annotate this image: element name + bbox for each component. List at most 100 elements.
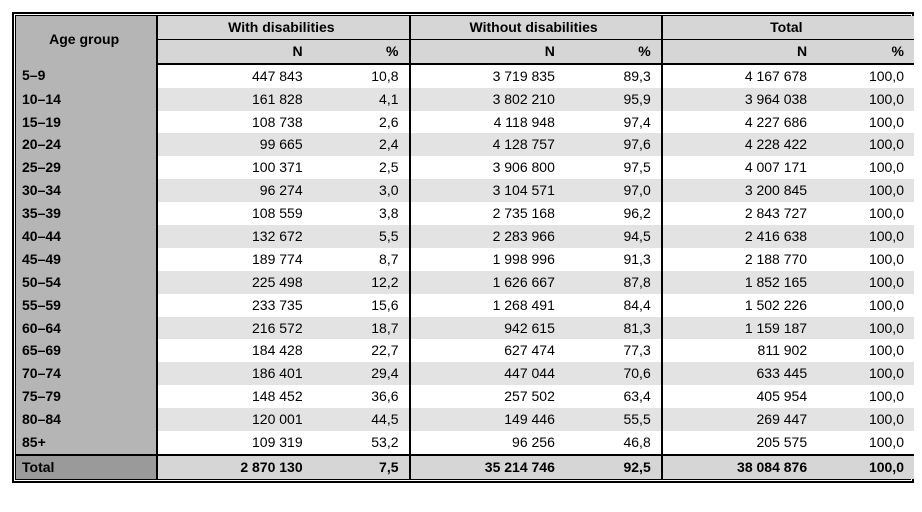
row-without-pct: 97,6 (565, 133, 662, 156)
row-label: 75–79 (16, 385, 157, 408)
row-with-pct: 3,0 (313, 179, 410, 202)
table-row: 15–19108 7382,64 118 94897,44 227 686100… (16, 111, 914, 134)
row-total-pct: 100,0 (817, 271, 914, 294)
row-total-n: 3 200 845 (662, 179, 817, 202)
row-without-n: 3 104 571 (410, 179, 565, 202)
row-with-pct: 53,2 (313, 431, 410, 455)
row-without-n: 942 615 (410, 317, 565, 340)
table-row: 80–84120 00144,5149 44655,5269 447100,0 (16, 408, 914, 431)
total-without-pct: 92,5 (565, 455, 662, 479)
row-with-pct: 18,7 (313, 317, 410, 340)
row-without-pct: 94,5 (565, 225, 662, 248)
row-without-n: 2 735 168 (410, 202, 565, 225)
total-with-n: 2 870 130 (157, 455, 312, 479)
row-label: 55–59 (16, 294, 157, 317)
row-without-pct: 55,5 (565, 408, 662, 431)
row-total-n: 3 964 038 (662, 88, 817, 111)
row-without-n: 3 906 800 (410, 156, 565, 179)
table-row: 10–14161 8284,13 802 21095,93 964 038100… (16, 88, 914, 111)
table-row: 40–44132 6725,52 283 96694,52 416 638100… (16, 225, 914, 248)
row-without-n: 627 474 (410, 339, 565, 362)
row-total-n: 4 167 678 (662, 64, 817, 88)
row-label: 70–74 (16, 362, 157, 385)
row-without-n: 4 118 948 (410, 111, 565, 134)
table-row: 5–9447 84310,83 719 83589,34 167 678100,… (16, 64, 914, 88)
row-with-n: 108 738 (157, 111, 312, 134)
header-group-total: Total (662, 16, 914, 39)
row-total-pct: 100,0 (817, 111, 914, 134)
table-row: 20–2499 6652,44 128 75797,64 228 422100,… (16, 133, 914, 156)
disability-by-age-table: Age group With disabilities Without disa… (16, 16, 914, 479)
header-total-n: N (662, 39, 817, 63)
row-total-n: 1 159 187 (662, 317, 817, 340)
table-inner-frame: Age group With disabilities Without disa… (15, 15, 911, 480)
row-with-pct: 29,4 (313, 362, 410, 385)
row-with-pct: 2,5 (313, 156, 410, 179)
row-label: 40–44 (16, 225, 157, 248)
row-without-n: 1 998 996 (410, 248, 565, 271)
row-with-n: 96 274 (157, 179, 312, 202)
row-without-pct: 97,0 (565, 179, 662, 202)
row-with-n: 447 843 (157, 64, 312, 88)
row-without-n: 149 446 (410, 408, 565, 431)
row-without-n: 447 044 (410, 362, 565, 385)
table-row: 50–54225 49812,21 626 66787,81 852 16510… (16, 271, 914, 294)
row-without-n: 4 128 757 (410, 133, 565, 156)
row-with-pct: 4,1 (313, 88, 410, 111)
row-with-pct: 10,8 (313, 64, 410, 88)
header-row-groups: Age group With disabilities Without disa… (16, 16, 914, 39)
total-row: Total 2 870 130 7,5 35 214 746 92,5 38 0… (16, 455, 914, 479)
row-without-pct: 89,3 (565, 64, 662, 88)
table-row: 30–3496 2743,03 104 57197,03 200 845100,… (16, 179, 914, 202)
row-without-n: 96 256 (410, 431, 565, 455)
row-label: 15–19 (16, 111, 157, 134)
row-with-n: 189 774 (157, 248, 312, 271)
row-without-pct: 91,3 (565, 248, 662, 271)
table-row: 85+109 31953,296 25646,8205 575100,0 (16, 431, 914, 455)
table-frame: Age group With disabilities Without disa… (12, 12, 914, 483)
table-row: 60–64216 57218,7942 61581,31 159 187100,… (16, 317, 914, 340)
row-total-n: 405 954 (662, 385, 817, 408)
table-row: 35–39108 5593,82 735 16896,22 843 727100… (16, 202, 914, 225)
table-row: 25–29100 3712,53 906 80097,54 007 171100… (16, 156, 914, 179)
row-label: 60–64 (16, 317, 157, 340)
row-with-n: 233 735 (157, 294, 312, 317)
row-with-n: 120 001 (157, 408, 312, 431)
row-without-n: 3 719 835 (410, 64, 565, 88)
row-label: 85+ (16, 431, 157, 455)
table-body: 5–9447 84310,83 719 83589,34 167 678100,… (16, 64, 914, 455)
table-row: 75–79148 45236,6257 50263,4405 954100,0 (16, 385, 914, 408)
row-with-pct: 5,5 (313, 225, 410, 248)
table-row: 45–49189 7748,71 998 99691,32 188 770100… (16, 248, 914, 271)
row-total-pct: 100,0 (817, 408, 914, 431)
row-total-pct: 100,0 (817, 202, 914, 225)
header-with-n: N (157, 39, 312, 63)
row-without-pct: 96,2 (565, 202, 662, 225)
header-group-with: With disabilities (157, 16, 409, 39)
row-total-pct: 100,0 (817, 317, 914, 340)
row-total-pct: 100,0 (817, 362, 914, 385)
row-without-n: 2 283 966 (410, 225, 565, 248)
header-without-n: N (410, 39, 565, 63)
total-row-label: Total (16, 455, 157, 479)
row-total-pct: 100,0 (817, 88, 914, 111)
table-row: 65–69184 42822,7627 47477,3811 902100,0 (16, 339, 914, 362)
row-total-n: 269 447 (662, 408, 817, 431)
row-total-n: 1 852 165 (662, 271, 817, 294)
row-label: 30–34 (16, 179, 157, 202)
row-with-pct: 8,7 (313, 248, 410, 271)
row-with-pct: 2,4 (313, 133, 410, 156)
row-without-pct: 95,9 (565, 88, 662, 111)
row-with-n: 99 665 (157, 133, 312, 156)
table-row: 70–74186 40129,4447 04470,6633 445100,0 (16, 362, 914, 385)
row-without-pct: 97,4 (565, 111, 662, 134)
header-without-pct: % (565, 39, 662, 63)
row-total-pct: 100,0 (817, 385, 914, 408)
row-with-n: 225 498 (157, 271, 312, 294)
row-with-n: 148 452 (157, 385, 312, 408)
row-total-pct: 100,0 (817, 156, 914, 179)
row-label: 20–24 (16, 133, 157, 156)
row-total-n: 205 575 (662, 431, 817, 455)
row-with-n: 161 828 (157, 88, 312, 111)
row-with-n: 132 672 (157, 225, 312, 248)
